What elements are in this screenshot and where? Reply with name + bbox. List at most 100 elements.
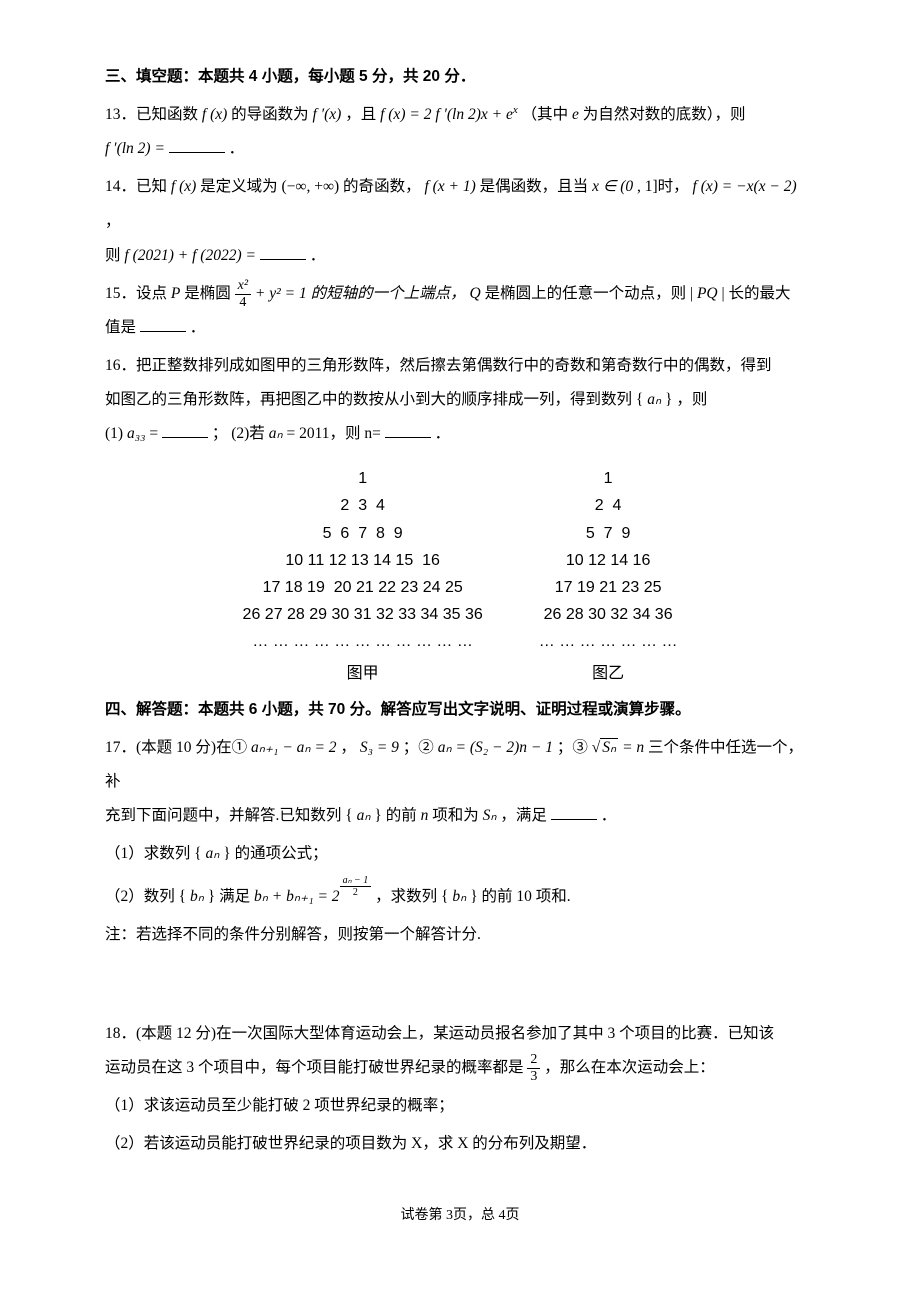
e: e [572, 106, 579, 123]
blank [551, 803, 597, 820]
row: 17 19 21 23 25 [539, 574, 678, 601]
num: aₙ − 1 [340, 875, 372, 887]
blank [260, 243, 306, 260]
Sn: Sₙ [483, 807, 497, 824]
q18-part1: （1）求该运动员至少能打破 2 项世界纪录的概率； [105, 1089, 815, 1123]
text: （其中 [522, 106, 572, 123]
caption: 图乙 [539, 660, 678, 687]
exp-frac: aₙ − 12 [340, 875, 372, 898]
text: 的导函数为 [231, 106, 312, 123]
PQ: PQ [697, 285, 718, 302]
q17-note: 注：若选择不同的条件分别解答，则按第一个解答计分. [105, 918, 815, 952]
question-18: 18．(本题 12 分)在一次国际大型体育运动会上，某运动员报名参加了其中 3 … [105, 1017, 815, 1085]
blank [162, 422, 208, 439]
den: 3 [527, 1069, 540, 1084]
text: , 1]时， [637, 178, 693, 195]
text: 则 [105, 247, 124, 264]
cond3: = n [618, 739, 644, 756]
caption: 图甲 [243, 660, 483, 687]
equation: f (x) = 2 f ′(ln 2)x + e [380, 106, 513, 123]
row: 2 3 4 [243, 492, 483, 519]
text: 是偶函数，且当 [480, 178, 592, 195]
row: 5 7 9 [539, 520, 678, 547]
P: P [171, 285, 180, 302]
row: 10 11 12 13 14 15 16 [243, 547, 483, 574]
section-4-title: 四、解答题：本题共 6 小题，共 70 分。解答应写出文字说明、证明过程或演算步… [105, 693, 815, 727]
text: 16．把正整数排列成如图甲的三角形数阵，然后擦去第偶数行中的奇数和第奇数行中的偶… [105, 357, 772, 374]
period: ． [229, 140, 245, 157]
q17-part2: （2）数列 { bₙ } 满足 bₙ + bₙ₊₁ = 2aₙ − 12 ，求数… [105, 875, 815, 914]
fx: f (x) [171, 178, 196, 195]
question-16: 16．把正整数排列成如图甲的三角形数阵，然后擦去第偶数行中的奇数和第奇数行中的偶… [105, 349, 815, 451]
row: 2 4 [539, 492, 678, 519]
period: ． [190, 319, 206, 336]
text: 是椭圆 [184, 285, 231, 302]
text: ，且 [345, 106, 380, 123]
text: (1) [105, 425, 123, 442]
lhs: f ′(ln 2) = [105, 140, 165, 157]
an: aₙ [357, 807, 371, 824]
an: aₙ [269, 425, 283, 442]
eq: = [149, 425, 158, 442]
cond1: aₙ₊₁ − aₙ = 2 [251, 739, 337, 756]
text: ；③ [557, 739, 588, 756]
text: ，那么在本次运动会上： [544, 1059, 715, 1076]
text: ，求数列 { [375, 888, 448, 905]
text: } 满足 [208, 888, 254, 905]
question-13: 13．已知函数 f (x) 的导函数为 f ′(x) ，且 f (x) = 2 … [105, 98, 815, 166]
bn: bₙ [452, 888, 466, 905]
text: 如图乙的三角形数阵，再把图乙中的数按从小到大的顺序排成一列，得到数列 { [105, 391, 643, 408]
text: 充到下面问题中，并解答.已知数列 { [105, 807, 353, 824]
text: 17．(本题 10 分)在① [105, 739, 251, 756]
text: ， [340, 739, 359, 756]
question-15: 15．设点 P 是椭圆 x²4 + y² = 1 的短轴的一个上端点， Q 是椭… [105, 277, 815, 345]
an: aₙ [647, 391, 661, 408]
row: 10 12 14 16 [539, 547, 678, 574]
den: 4 [235, 295, 251, 310]
text: （1）求数列 { [105, 845, 202, 862]
sqrt-arg: Sₙ [600, 738, 618, 756]
text: } 的前 [374, 807, 420, 824]
text: + y² = 1 的短轴的一个上端点， [255, 285, 470, 302]
text: ，满足 [500, 807, 547, 824]
blank [140, 315, 186, 332]
row: 26 27 28 29 30 31 32 33 34 35 36 [243, 601, 483, 628]
question-14: 14．已知 f (x) 是定义域为 (−∞, +∞) 的奇函数， f (x + … [105, 170, 815, 272]
text: ；② [403, 739, 438, 756]
Q: Q [470, 285, 481, 302]
num: x² [235, 278, 251, 294]
sum: f (2021) + f (2022) = [124, 247, 256, 264]
figure-a: 1 2 3 4 5 6 7 8 9 10 11 12 13 14 15 16 1… [243, 465, 483, 687]
text: ， [105, 213, 121, 230]
row: 26 28 30 32 34 36 [539, 601, 678, 628]
text: 项和为 [432, 807, 482, 824]
row: 5 6 7 8 9 [243, 520, 483, 547]
an: aₙ [205, 845, 219, 862]
figure-b: 1 2 4 5 7 9 10 12 14 16 17 19 21 23 25 2… [539, 465, 678, 687]
xin: x ∈ (0 [592, 178, 633, 195]
row: 1 [539, 465, 678, 492]
cond1b: S₃ = 9 [360, 739, 399, 756]
blank [385, 422, 431, 439]
row: 17 18 19 20 21 22 23 24 25 [243, 574, 483, 601]
text: 14．已知 [105, 178, 171, 195]
text: } ，则 [665, 391, 707, 408]
text: = 2011，则 n= [287, 425, 381, 442]
text: 是定义域为 (−∞, +∞) 的奇函数， [200, 178, 424, 195]
text: （2）数列 { [105, 888, 186, 905]
num: 2 [527, 1052, 540, 1068]
q18-part2: （2）若该运动员能打破世界纪录的项目数为 X，求 X 的分布列及期望． [105, 1127, 815, 1161]
row: … … … … … … … … … … … [243, 628, 483, 655]
period: ． [310, 247, 326, 264]
exp: x [513, 104, 518, 116]
text: 为自然对数的底数），则 [583, 106, 746, 123]
sqrt-sign: √ [592, 739, 601, 756]
page-footer: 试卷第 3页，总 4页 [105, 1201, 815, 1232]
fx: f (x) [202, 106, 227, 123]
q17-part1: （1）求数列 { aₙ } 的通项公式； [105, 837, 815, 871]
triangle-figures: 1 2 3 4 5 6 7 8 9 10 11 12 13 14 15 16 1… [105, 465, 815, 687]
den: 2 [340, 887, 372, 898]
row: … … … … … … … [539, 628, 678, 655]
section-3-title: 三、填空题：本题共 4 小题，每小题 5 分，共 20 分． [105, 60, 815, 94]
fraction: x²4 [235, 278, 251, 310]
